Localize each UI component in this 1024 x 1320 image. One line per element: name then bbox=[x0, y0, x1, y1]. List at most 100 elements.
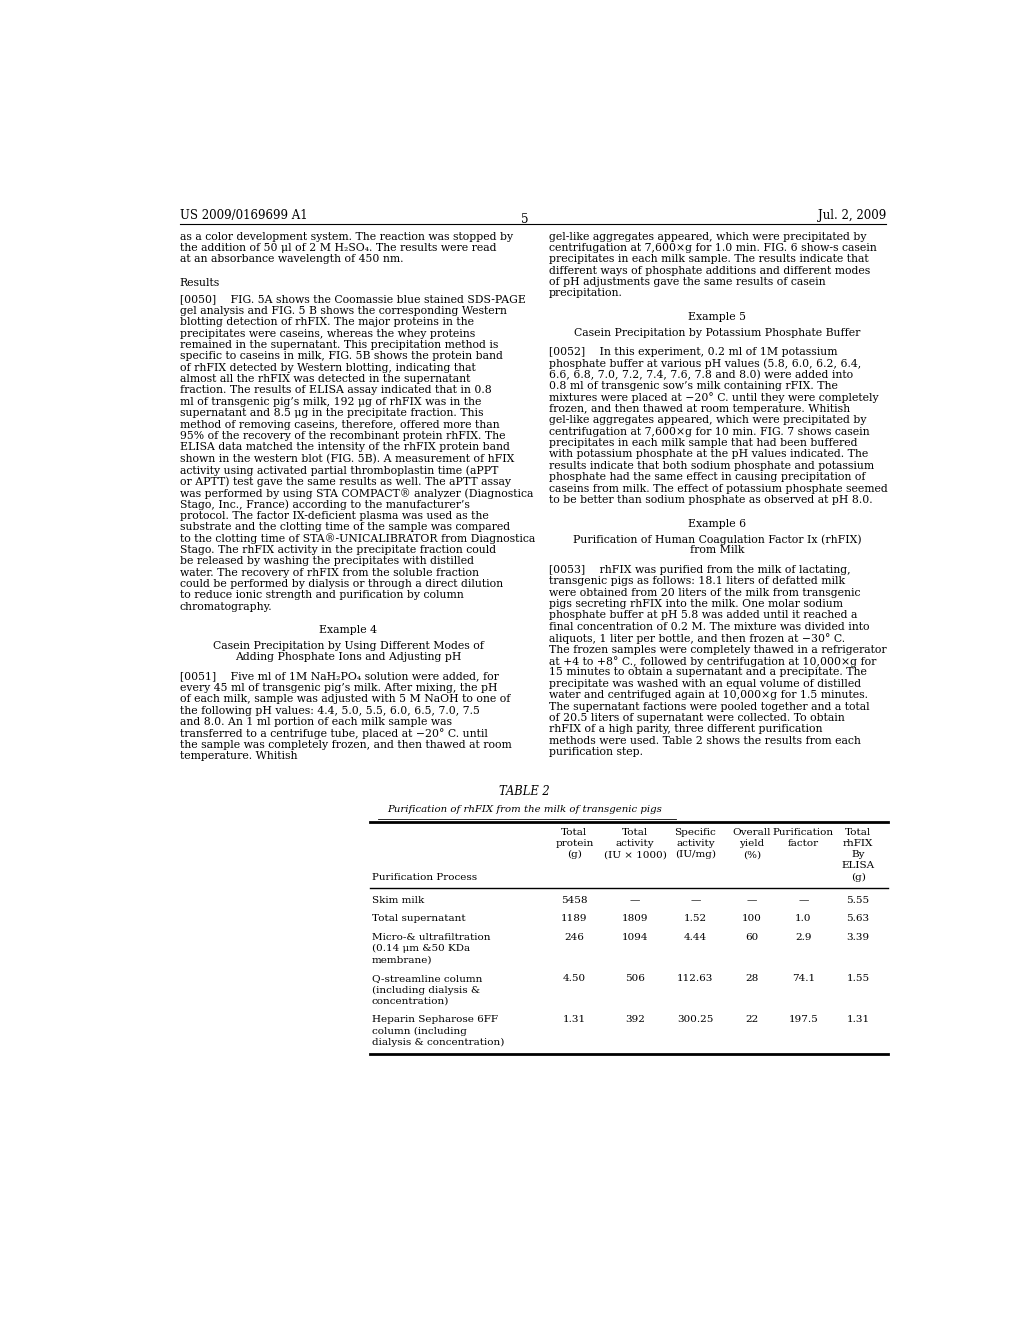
Text: rhFIX of a high parity, three different purification: rhFIX of a high parity, three different … bbox=[549, 725, 822, 734]
Text: pigs secreting rhFIX into the milk. One molar sodium: pigs secreting rhFIX into the milk. One … bbox=[549, 599, 843, 609]
Text: 0.8 ml of transgenic sow’s milk containing rFIX. The: 0.8 ml of transgenic sow’s milk containi… bbox=[549, 381, 838, 391]
Text: method of removing caseins, therefore, offered more than: method of removing caseins, therefore, o… bbox=[179, 420, 500, 429]
Text: to be better than sodium phosphate as observed at pH 8.0.: to be better than sodium phosphate as ob… bbox=[549, 495, 872, 506]
Text: the addition of 50 μl of 2 M H₂SO₄. The results were read: the addition of 50 μl of 2 M H₂SO₄. The … bbox=[179, 243, 496, 253]
Text: [0053]  rhFIX was purified from the milk of lactating,: [0053] rhFIX was purified from the milk … bbox=[549, 565, 850, 576]
Text: (including dialysis &: (including dialysis & bbox=[372, 986, 480, 995]
Text: protein: protein bbox=[555, 840, 594, 847]
Text: yield: yield bbox=[739, 840, 764, 847]
Text: Q-streamline column: Q-streamline column bbox=[372, 974, 482, 983]
Text: 1094: 1094 bbox=[622, 933, 648, 942]
Text: transferred to a centrifuge tube, placed at −20° C. until: transferred to a centrifuge tube, placed… bbox=[179, 729, 487, 739]
Text: ml of transgenic pig’s milk, 192 μg of rhFIX was in the: ml of transgenic pig’s milk, 192 μg of r… bbox=[179, 397, 481, 407]
Text: water. The recovery of rhFIX from the soluble fraction: water. The recovery of rhFIX from the so… bbox=[179, 568, 478, 578]
Text: results indicate that both sodium phosphate and potassium: results indicate that both sodium phosph… bbox=[549, 461, 873, 471]
Text: protocol. The factor IX-deficient plasma was used as the: protocol. The factor IX-deficient plasma… bbox=[179, 511, 488, 520]
Text: 1.55: 1.55 bbox=[847, 974, 869, 983]
Text: dialysis & concentration): dialysis & concentration) bbox=[372, 1039, 504, 1047]
Text: 4.44: 4.44 bbox=[684, 933, 707, 942]
Text: Total: Total bbox=[845, 828, 871, 837]
Text: 197.5: 197.5 bbox=[788, 1015, 818, 1024]
Text: the sample was completely frozen, and then thawed at room: the sample was completely frozen, and th… bbox=[179, 741, 511, 750]
Text: remained in the supernatant. This precipitation method is: remained in the supernatant. This precip… bbox=[179, 341, 498, 350]
Text: blotting detection of rhFIX. The major proteins in the: blotting detection of rhFIX. The major p… bbox=[179, 317, 473, 327]
Text: 95% of the recovery of the recombinant protein rhFIX. The: 95% of the recovery of the recombinant p… bbox=[179, 432, 505, 441]
Text: 1809: 1809 bbox=[622, 915, 648, 924]
Text: as a color development system. The reaction was stopped by: as a color development system. The react… bbox=[179, 231, 513, 242]
Text: Heparin Sepharose 6FF: Heparin Sepharose 6FF bbox=[372, 1015, 498, 1024]
Text: 1189: 1189 bbox=[561, 915, 588, 924]
Text: 60: 60 bbox=[745, 933, 759, 942]
Text: Results: Results bbox=[179, 279, 220, 288]
Text: 5.63: 5.63 bbox=[847, 915, 869, 924]
Text: ELISA data matched the intensity of the rhFIX protein band: ELISA data matched the intensity of the … bbox=[179, 442, 510, 453]
Text: purification step.: purification step. bbox=[549, 747, 643, 758]
Text: ELISA: ELISA bbox=[842, 862, 874, 870]
Text: fraction. The results of ELISA assay indicated that in 0.8: fraction. The results of ELISA assay ind… bbox=[179, 385, 492, 396]
Text: Casein Precipitation by Potassium Phosphate Buffer: Casein Precipitation by Potassium Phosph… bbox=[574, 327, 860, 338]
Text: precipitates in each milk sample that had been buffered: precipitates in each milk sample that ha… bbox=[549, 438, 857, 447]
Text: Specific: Specific bbox=[675, 828, 717, 837]
Text: Total: Total bbox=[622, 828, 648, 837]
Text: of pH adjustments gave the same results of casein: of pH adjustments gave the same results … bbox=[549, 277, 825, 288]
Text: [0052]  In this experiment, 0.2 ml of 1M potassium: [0052] In this experiment, 0.2 ml of 1M … bbox=[549, 347, 837, 356]
Text: every 45 ml of transgenic pig’s milk. After mixing, the pH: every 45 ml of transgenic pig’s milk. Af… bbox=[179, 682, 497, 693]
Text: 4.50: 4.50 bbox=[563, 974, 586, 983]
Text: transgenic pigs as follows: 18.1 liters of defatted milk: transgenic pigs as follows: 18.1 liters … bbox=[549, 577, 845, 586]
Text: 2.9: 2.9 bbox=[795, 933, 812, 942]
Text: 1.31: 1.31 bbox=[563, 1015, 586, 1024]
Text: Adding Phosphate Ions and Adjusting pH: Adding Phosphate Ions and Adjusting pH bbox=[236, 652, 462, 663]
Text: 506: 506 bbox=[626, 974, 645, 983]
Text: precipitates in each milk sample. The results indicate that: precipitates in each milk sample. The re… bbox=[549, 255, 868, 264]
Text: 3.39: 3.39 bbox=[847, 933, 869, 942]
Text: final concentration of 0.2 M. The mixture was divided into: final concentration of 0.2 M. The mixtur… bbox=[549, 622, 869, 632]
Text: [0051]  Five ml of 1M NaH₂PO₄ solution were added, for: [0051] Five ml of 1M NaH₂PO₄ solution we… bbox=[179, 672, 499, 681]
Text: Purification of rhFIX from the milk of transgenic pigs: Purification of rhFIX from the milk of t… bbox=[387, 805, 663, 814]
Text: 5.55: 5.55 bbox=[847, 896, 869, 906]
Text: centrifugation at 7,600×g for 10 min. FIG. 7 shows casein: centrifugation at 7,600×g for 10 min. FI… bbox=[549, 426, 869, 437]
Text: Skim milk: Skim milk bbox=[372, 896, 424, 906]
Text: 1.0: 1.0 bbox=[795, 915, 812, 924]
Text: (g): (g) bbox=[851, 873, 865, 882]
Text: (g): (g) bbox=[567, 850, 582, 859]
Text: supernatant and 8.5 μg in the precipitate fraction. This: supernatant and 8.5 μg in the precipitat… bbox=[179, 408, 483, 418]
Text: 5458: 5458 bbox=[561, 896, 588, 906]
Text: methods were used. Table 2 shows the results from each: methods were used. Table 2 shows the res… bbox=[549, 735, 860, 746]
Text: was performed by using STA COMPACT® analyzer (Diagnostica: was performed by using STA COMPACT® anal… bbox=[179, 488, 532, 499]
Text: Casein Precipitation by Using Different Modes of: Casein Precipitation by Using Different … bbox=[213, 640, 483, 651]
Text: (0.14 μm &50 KDa: (0.14 μm &50 KDa bbox=[372, 944, 470, 953]
Text: phosphate buffer at various pH values (5.8, 6.0, 6.2, 6.4,: phosphate buffer at various pH values (5… bbox=[549, 359, 861, 370]
Text: —: — bbox=[690, 896, 700, 906]
Text: column (including: column (including bbox=[372, 1027, 467, 1036]
Text: of each milk, sample was adjusted with 5 M NaOH to one of: of each milk, sample was adjusted with 5… bbox=[179, 694, 510, 705]
Text: 74.1: 74.1 bbox=[792, 974, 815, 983]
Text: —: — bbox=[798, 896, 809, 906]
Text: 300.25: 300.25 bbox=[677, 1015, 714, 1024]
Text: gel-like aggregates appeared, which were precipitated by: gel-like aggregates appeared, which were… bbox=[549, 416, 866, 425]
Text: water and centrifuged again at 10,000×g for 1.5 minutes.: water and centrifuged again at 10,000×g … bbox=[549, 690, 867, 700]
Text: Purification Process: Purification Process bbox=[372, 873, 477, 882]
Text: Example 5: Example 5 bbox=[688, 312, 746, 322]
Text: Total supernatant: Total supernatant bbox=[372, 915, 465, 924]
Text: activity: activity bbox=[615, 840, 654, 847]
Text: Purification of Human Coagulation Factor Ix (rhFIX): Purification of Human Coagulation Factor… bbox=[573, 535, 861, 545]
Text: Micro-& ultrafiltration: Micro-& ultrafiltration bbox=[372, 933, 490, 942]
Text: substrate and the clotting time of the sample was compared: substrate and the clotting time of the s… bbox=[179, 523, 510, 532]
Text: precipitates were caseins, whereas the whey proteins: precipitates were caseins, whereas the w… bbox=[179, 329, 475, 338]
Text: at +4 to +8° C., followed by centrifugation at 10,000×g for: at +4 to +8° C., followed by centrifugat… bbox=[549, 656, 876, 667]
Text: precipitation.: precipitation. bbox=[549, 289, 623, 298]
Text: different ways of phosphate additions and different modes: different ways of phosphate additions an… bbox=[549, 265, 869, 276]
Text: 392: 392 bbox=[626, 1015, 645, 1024]
Text: frozen, and then thawed at room temperature. Whitish: frozen, and then thawed at room temperat… bbox=[549, 404, 850, 414]
Text: 28: 28 bbox=[745, 974, 759, 983]
Text: gel analysis and FIG. 5 B shows the corresponding Western: gel analysis and FIG. 5 B shows the corr… bbox=[179, 306, 507, 315]
Text: chromatography.: chromatography. bbox=[179, 602, 272, 611]
Text: Overall: Overall bbox=[732, 828, 771, 837]
Text: —: — bbox=[746, 896, 757, 906]
Text: TABLE 2: TABLE 2 bbox=[500, 785, 550, 799]
Text: to the clotting time of STA®-UNICALIBRATOR from Diagnostica: to the clotting time of STA®-UNICALIBRAT… bbox=[179, 533, 535, 544]
Text: 1.52: 1.52 bbox=[684, 915, 707, 924]
Text: (IU/mg): (IU/mg) bbox=[675, 850, 716, 859]
Text: of 20.5 liters of supernatant were collected. To obtain: of 20.5 liters of supernatant were colle… bbox=[549, 713, 845, 723]
Text: aliquots, 1 liter per bottle, and then frozen at −30° C.: aliquots, 1 liter per bottle, and then f… bbox=[549, 634, 845, 644]
